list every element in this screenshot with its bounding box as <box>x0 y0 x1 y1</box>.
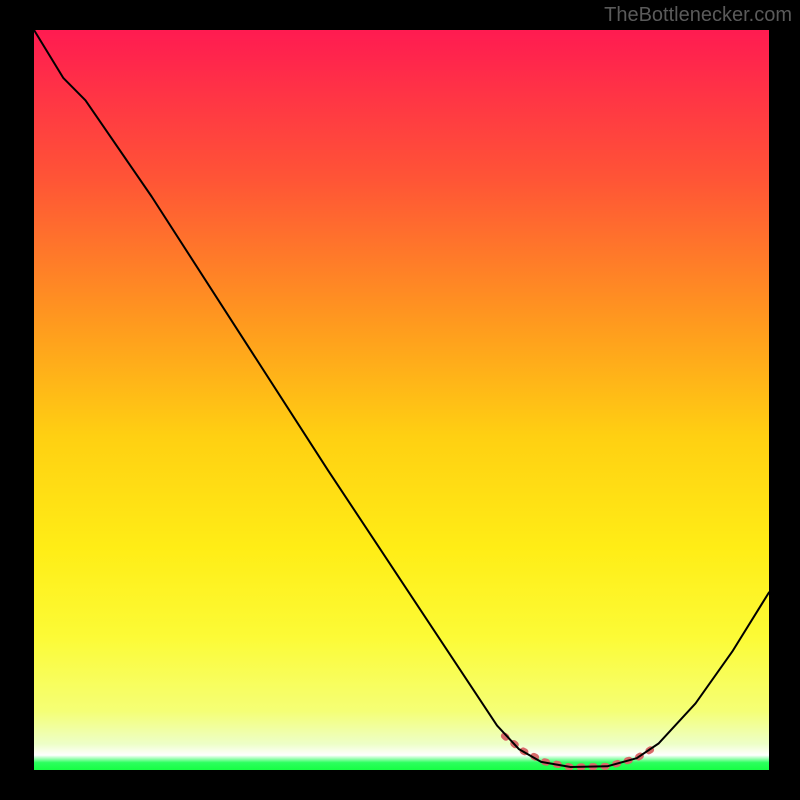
watermark-text: TheBottlenecker.com <box>604 4 792 27</box>
bottleneck-curve <box>34 30 769 767</box>
highlight-segment <box>504 736 655 767</box>
plot-area <box>34 30 769 770</box>
plot-wrapper <box>0 0 800 800</box>
curve-layer <box>34 30 769 770</box>
